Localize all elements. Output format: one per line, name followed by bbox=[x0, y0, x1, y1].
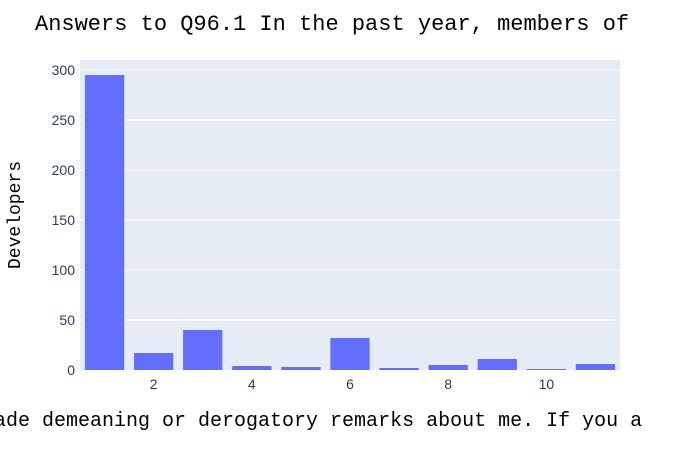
bar bbox=[232, 366, 272, 370]
y-tick-label: 250 bbox=[52, 112, 76, 128]
x-tick-label: 10 bbox=[539, 376, 555, 392]
x-tick-label: 2 bbox=[150, 376, 158, 392]
bar bbox=[379, 368, 419, 370]
bars bbox=[84, 75, 616, 370]
y-tick-label: 150 bbox=[52, 212, 76, 228]
y-tick-labels: 0 50 100 150 200 250 300 bbox=[52, 62, 76, 378]
x-tick-labels: 2 4 6 8 10 bbox=[150, 376, 555, 392]
y-tick-label: 300 bbox=[52, 62, 76, 78]
bar bbox=[428, 365, 468, 370]
bar bbox=[281, 367, 321, 370]
y-tick-label: 100 bbox=[52, 262, 76, 278]
y-tick-label: 0 bbox=[67, 362, 75, 378]
x-tick-label: 8 bbox=[444, 376, 452, 392]
plot-area bbox=[80, 60, 620, 370]
bar bbox=[183, 330, 223, 370]
chart-title: Answers to Q96.1 In the past year, membe… bbox=[35, 12, 629, 37]
x-axis-label: ade demeaning or derogatory remarks abou… bbox=[0, 410, 642, 433]
bar bbox=[330, 338, 370, 370]
x-tick-label: 6 bbox=[346, 376, 354, 392]
x-tick-label: 4 bbox=[248, 376, 256, 392]
y-axis-label: Developers bbox=[6, 161, 26, 269]
y-tick-label: 50 bbox=[59, 312, 75, 328]
bar bbox=[526, 369, 566, 370]
y-tick-label: 200 bbox=[52, 162, 76, 178]
bar bbox=[575, 364, 616, 370]
bar bbox=[477, 359, 517, 370]
gridlines bbox=[80, 69, 620, 321]
bar bbox=[134, 353, 174, 370]
bar bbox=[84, 75, 125, 370]
